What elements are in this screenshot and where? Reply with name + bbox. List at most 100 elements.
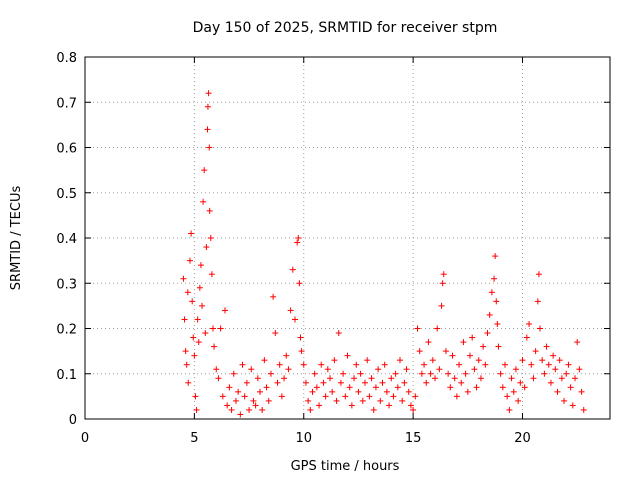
data-point	[366, 393, 373, 400]
data-point	[379, 379, 386, 386]
data-point	[541, 370, 548, 377]
data-point	[346, 384, 353, 391]
data-point	[182, 348, 189, 355]
data-point	[510, 388, 517, 395]
data-point	[241, 393, 248, 400]
data-point	[545, 361, 552, 368]
data-point	[181, 316, 188, 323]
data-point	[248, 366, 255, 373]
plot-frame	[84, 56, 611, 420]
data-point	[230, 370, 237, 377]
grid-lines	[85, 57, 610, 419]
y-tick-label: 0.1	[56, 368, 77, 383]
data-point	[215, 375, 222, 382]
data-point	[530, 375, 537, 382]
data-point	[486, 311, 493, 318]
data-point	[499, 384, 506, 391]
data-point	[197, 262, 204, 269]
data-point	[296, 280, 303, 287]
data-point	[574, 339, 581, 346]
data-point	[204, 103, 211, 110]
y-tick-label: 0.2	[56, 323, 77, 338]
data-point	[274, 379, 281, 386]
data-point	[543, 343, 550, 350]
data-point	[307, 406, 314, 413]
data-point	[313, 384, 320, 391]
data-point	[552, 366, 559, 373]
data-point	[324, 366, 331, 373]
data-points	[180, 90, 587, 418]
data-point	[357, 370, 364, 377]
chart-title: Day 150 of 2025, SRMTID for receiver stp…	[193, 20, 498, 36]
data-point	[206, 207, 213, 214]
data-point	[297, 334, 304, 341]
data-point	[401, 379, 408, 386]
data-point	[254, 375, 261, 382]
data-point	[392, 370, 399, 377]
data-point	[185, 379, 192, 386]
data-point	[506, 406, 513, 413]
data-point	[572, 375, 578, 382]
data-point	[528, 361, 535, 368]
y-tick-label: 0.3	[56, 277, 77, 292]
data-point	[547, 379, 554, 386]
data-point	[368, 375, 375, 382]
data-point	[335, 330, 342, 337]
data-point	[257, 388, 263, 395]
data-point	[532, 348, 539, 355]
data-point	[191, 352, 198, 359]
data-point	[388, 375, 395, 382]
data-point	[512, 366, 519, 373]
data-point	[539, 357, 546, 364]
data-point	[359, 397, 366, 404]
data-point	[558, 375, 565, 382]
x-tick-label: 15	[405, 431, 422, 446]
data-point	[467, 352, 473, 359]
data-point	[517, 379, 524, 386]
data-point	[278, 393, 285, 400]
data-point	[184, 289, 191, 296]
data-point	[453, 393, 460, 400]
data-point	[187, 257, 193, 264]
data-point	[550, 352, 557, 359]
y-tick-label: 0	[69, 413, 77, 428]
data-point	[447, 384, 454, 391]
data-point	[331, 357, 338, 364]
data-point	[295, 235, 302, 241]
data-point	[309, 388, 316, 395]
data-point	[209, 325, 216, 332]
data-point	[194, 316, 201, 323]
data-point	[504, 393, 511, 400]
data-point	[329, 388, 336, 395]
data-point	[207, 235, 214, 241]
data-point	[193, 406, 200, 413]
data-point	[355, 388, 362, 395]
y-tick-label: 0.4	[56, 232, 77, 247]
data-point	[219, 393, 226, 400]
data-point	[211, 343, 218, 350]
data-point	[403, 366, 410, 373]
data-point	[521, 384, 528, 391]
x-tick-label: 10	[295, 431, 312, 446]
data-point	[224, 402, 231, 409]
data-point	[394, 384, 401, 391]
data-point	[445, 370, 452, 377]
data-point	[372, 384, 379, 391]
data-point	[523, 334, 530, 341]
data-point	[429, 357, 436, 364]
data-point	[188, 230, 195, 237]
data-point	[270, 293, 277, 300]
y-tick-label: 0.6	[56, 142, 77, 157]
data-point	[283, 352, 290, 359]
data-point	[399, 397, 406, 404]
data-point	[449, 352, 456, 359]
data-point	[477, 375, 484, 382]
data-point	[300, 361, 307, 368]
data-point	[235, 388, 242, 395]
data-point	[515, 397, 522, 404]
data-point	[381, 361, 388, 368]
data-point	[239, 361, 246, 368]
data-point	[344, 352, 351, 359]
data-point	[567, 384, 574, 391]
data-point	[519, 357, 526, 364]
